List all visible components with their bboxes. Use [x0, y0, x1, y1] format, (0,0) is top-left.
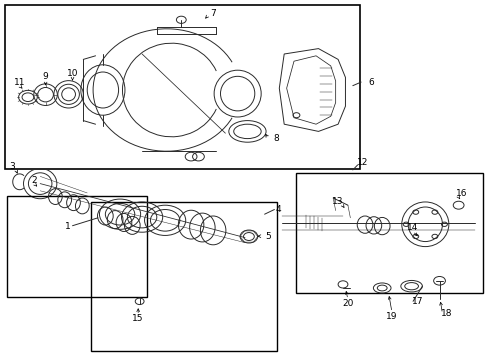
Text: 19: 19: [386, 312, 398, 321]
Text: 13: 13: [332, 197, 344, 206]
Text: 1: 1: [65, 222, 71, 231]
Text: 18: 18: [441, 310, 453, 319]
Text: 20: 20: [342, 299, 354, 307]
Text: 2: 2: [31, 176, 37, 185]
Text: 16: 16: [456, 189, 467, 198]
Text: 12: 12: [357, 158, 368, 167]
Text: 9: 9: [43, 72, 49, 81]
Text: 7: 7: [210, 9, 216, 18]
Text: 10: 10: [67, 69, 78, 78]
Text: 17: 17: [412, 297, 424, 306]
Text: 5: 5: [266, 232, 271, 241]
Text: 6: 6: [368, 78, 374, 87]
Text: 3: 3: [9, 162, 15, 171]
Text: 4: 4: [275, 205, 281, 214]
Text: 14: 14: [407, 223, 418, 232]
Text: 8: 8: [273, 134, 279, 143]
Text: 11: 11: [14, 78, 25, 87]
Text: 15: 15: [132, 315, 144, 324]
